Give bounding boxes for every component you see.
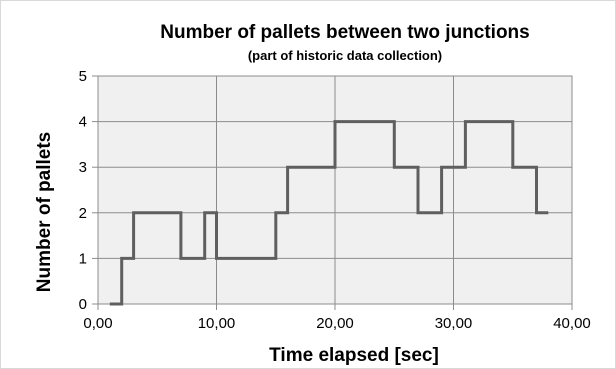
- x-tick-label: 30,00: [435, 315, 473, 332]
- x-axis: 0,00 10,00 20,00 30,00 40,00: [83, 304, 591, 332]
- chart-title: Number of pallets between two junctions: [160, 22, 529, 43]
- y-tick-label: 3: [79, 159, 87, 176]
- y-tick-label: 5: [79, 68, 87, 85]
- y-axis: 0 1 2 3 4 5: [79, 68, 98, 313]
- chart-subtitle: (part of historic data collection): [248, 48, 442, 63]
- x-tick-label: 40,00: [553, 315, 591, 332]
- plot-area: [97, 75, 573, 306]
- y-tick-label: 2: [79, 205, 87, 222]
- x-tick-label: 20,00: [316, 315, 354, 332]
- x-axis-title: Time elapsed [sec]: [269, 345, 439, 366]
- y-tick-label: 1: [79, 250, 87, 267]
- y-axis-title: Number of pallets: [34, 132, 55, 292]
- x-tick-label: 10,00: [198, 315, 236, 332]
- y-tick-label: 0: [79, 296, 87, 313]
- y-tick-label: 4: [79, 114, 87, 131]
- x-tick-label: 0,00: [83, 315, 112, 332]
- series-line: [109, 120, 549, 306]
